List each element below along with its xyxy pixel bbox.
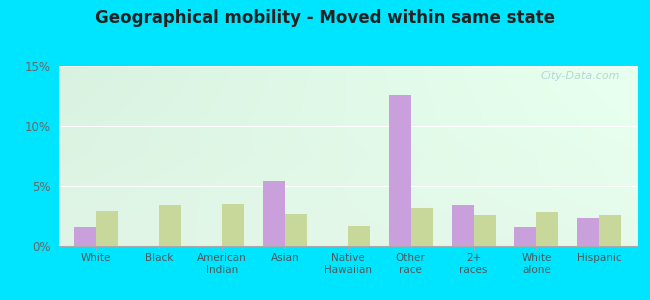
Bar bbox=[411, 208, 433, 246]
Text: City-Data.com: City-Data.com bbox=[540, 71, 619, 81]
Bar bbox=[285, 214, 307, 246]
Bar bbox=[514, 227, 536, 246]
Bar bbox=[473, 215, 495, 246]
Bar bbox=[599, 215, 621, 246]
Bar bbox=[577, 218, 599, 246]
Bar bbox=[452, 205, 473, 246]
Bar bbox=[536, 212, 558, 246]
Bar bbox=[74, 227, 96, 246]
Bar bbox=[96, 211, 118, 246]
Bar bbox=[159, 205, 181, 246]
Bar bbox=[389, 95, 411, 246]
Bar bbox=[222, 204, 244, 246]
Bar bbox=[263, 181, 285, 246]
Bar bbox=[348, 226, 370, 246]
Text: Geographical mobility - Moved within same state: Geographical mobility - Moved within sam… bbox=[95, 9, 555, 27]
